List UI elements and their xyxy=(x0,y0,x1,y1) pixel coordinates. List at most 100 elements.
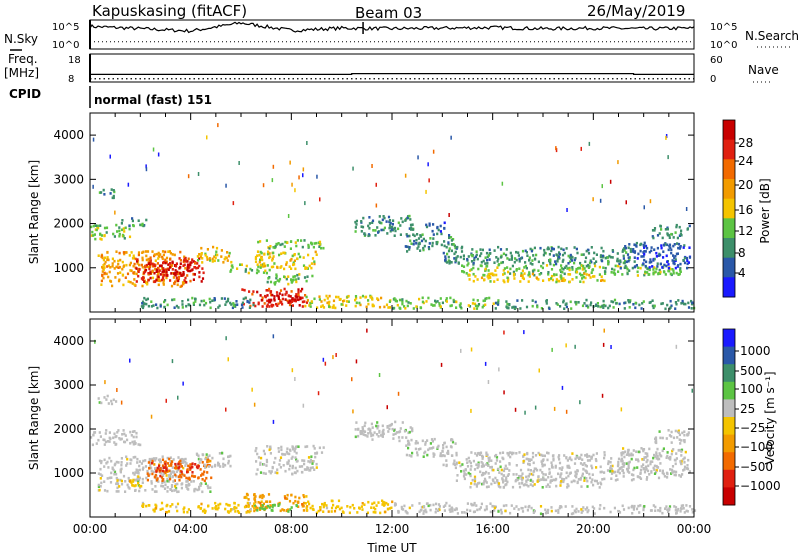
data-cell xyxy=(658,452,661,455)
data-cell xyxy=(669,458,672,461)
data-cell xyxy=(268,448,271,452)
data-cell xyxy=(115,460,118,464)
data-cell xyxy=(175,264,178,268)
data-cell xyxy=(523,272,526,275)
data-cell xyxy=(512,270,515,274)
data-cell xyxy=(159,305,162,308)
data-cell xyxy=(311,274,314,278)
data-cell xyxy=(153,510,156,513)
data-cell xyxy=(666,508,669,511)
data-cell xyxy=(227,455,230,459)
data-cell xyxy=(259,494,262,498)
data-cell xyxy=(138,478,141,482)
data-cell xyxy=(668,243,672,247)
data-cell xyxy=(144,270,147,273)
data-cell xyxy=(670,232,673,236)
data-cell xyxy=(410,455,413,458)
data-cell xyxy=(647,464,650,468)
data-cell xyxy=(173,489,176,492)
data-cell xyxy=(281,293,284,297)
data-cell xyxy=(407,301,410,304)
data-cell xyxy=(505,248,508,251)
data-cell xyxy=(650,260,653,264)
data-cell xyxy=(180,475,183,479)
data-cell xyxy=(286,447,289,450)
data-cell xyxy=(132,456,135,459)
data-cell xyxy=(157,257,160,260)
data-cell xyxy=(222,465,225,468)
data-cell xyxy=(213,259,216,263)
data-cell xyxy=(661,302,664,305)
data-cell xyxy=(257,456,260,459)
data-cell xyxy=(266,504,269,508)
data-cell xyxy=(520,257,523,260)
data-cell xyxy=(688,224,691,228)
data-cell xyxy=(139,223,142,227)
data-cell xyxy=(160,264,163,267)
data-cell xyxy=(184,276,187,280)
data-cell xyxy=(484,303,487,307)
data-cell xyxy=(558,251,561,254)
data-cell xyxy=(653,468,656,471)
sparse-echo xyxy=(317,391,320,396)
data-cell xyxy=(237,503,240,507)
data-cell xyxy=(153,490,157,493)
data-cell xyxy=(133,283,136,286)
data-cell xyxy=(508,451,512,454)
sparse-echo xyxy=(603,328,605,333)
data-cell xyxy=(509,267,512,271)
data-cell xyxy=(195,452,198,456)
data-cell xyxy=(276,266,279,269)
data-cell xyxy=(642,467,645,471)
data-cell xyxy=(313,262,316,266)
data-cell xyxy=(560,264,563,267)
data-cell xyxy=(169,258,172,261)
data-cell xyxy=(598,273,601,276)
data-cell xyxy=(309,466,312,470)
data-cell xyxy=(388,220,391,224)
data-cell xyxy=(439,224,442,228)
data-cell xyxy=(463,477,466,481)
data-cell xyxy=(686,259,689,262)
data-cell xyxy=(249,267,252,271)
data-cell xyxy=(159,279,162,283)
data-cell xyxy=(570,307,573,310)
data-cell xyxy=(375,424,378,428)
data-cell xyxy=(626,253,630,256)
colorbar-frame xyxy=(722,328,736,506)
data-cell xyxy=(560,267,563,270)
data-cell xyxy=(363,424,366,428)
data-cell xyxy=(392,433,395,436)
data-cell xyxy=(503,280,506,284)
data-cell xyxy=(135,435,138,439)
data-cell xyxy=(325,294,328,298)
sparse-echo xyxy=(92,137,95,142)
sparse-echo xyxy=(104,380,106,385)
data-cell xyxy=(545,299,548,302)
data-cell xyxy=(456,474,459,477)
data-cell xyxy=(593,251,596,255)
data-cell xyxy=(217,506,220,510)
data-cell xyxy=(145,476,148,480)
data-cell xyxy=(551,466,554,469)
data-cell xyxy=(95,442,98,445)
data-cell xyxy=(120,228,124,232)
data-cell xyxy=(136,478,139,481)
data-cell xyxy=(590,260,593,264)
data-cell xyxy=(626,467,629,471)
data-cell xyxy=(118,485,121,488)
data-cell xyxy=(383,216,386,220)
data-cell xyxy=(480,252,483,255)
data-cell xyxy=(305,279,308,283)
data-cell xyxy=(152,470,155,474)
data-cell xyxy=(633,265,636,269)
data-cell xyxy=(257,501,260,504)
data-cell xyxy=(155,278,158,282)
sparse-echo xyxy=(404,173,407,178)
data-cell xyxy=(567,273,570,276)
data-cell xyxy=(406,250,409,253)
data-cell xyxy=(612,471,616,474)
data-cell xyxy=(409,223,413,227)
data-cell xyxy=(579,457,582,460)
